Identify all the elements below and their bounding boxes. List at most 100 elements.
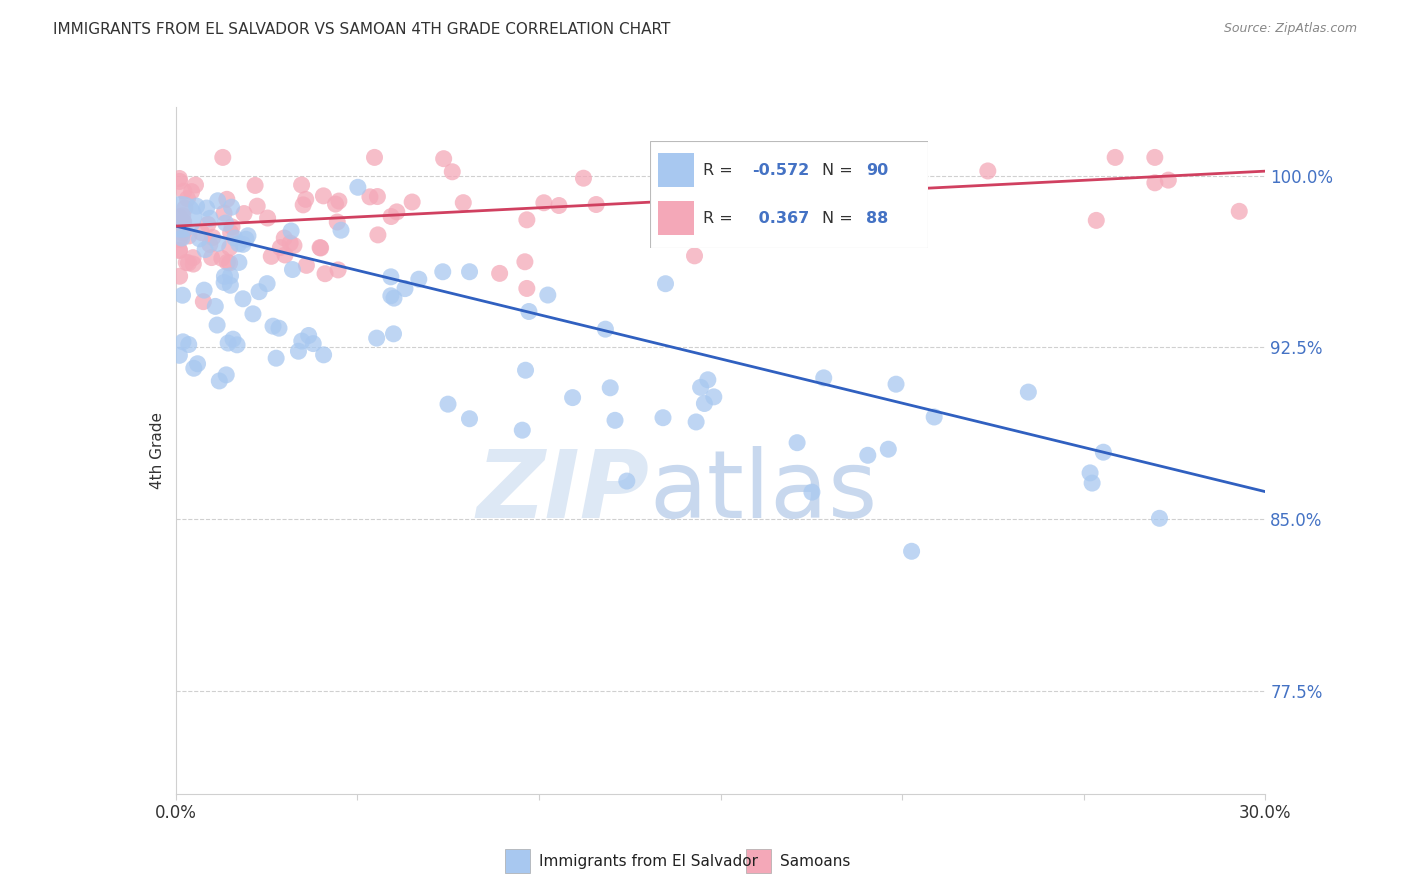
Point <box>232 292 254 306</box>
Point <box>1157 173 1180 187</box>
Point <box>194 243 217 257</box>
Point <box>432 265 454 279</box>
Point <box>169 348 191 362</box>
Point <box>408 272 430 286</box>
Point <box>214 216 236 230</box>
Point <box>232 237 254 252</box>
Point <box>325 197 347 211</box>
Point <box>217 255 239 269</box>
Point <box>295 258 318 272</box>
Point <box>309 241 332 255</box>
Point <box>222 332 245 346</box>
Point <box>169 244 191 258</box>
Point <box>312 189 335 203</box>
Point <box>537 288 560 302</box>
Point <box>269 241 291 255</box>
Point <box>247 285 270 299</box>
Bar <box>658 153 695 187</box>
Text: R =: R = <box>703 211 733 226</box>
Bar <box>505 849 530 873</box>
Point <box>174 201 197 215</box>
Point <box>433 152 456 166</box>
Point <box>207 194 229 208</box>
Point <box>367 227 389 242</box>
Point <box>359 190 381 204</box>
Point <box>224 231 246 245</box>
Text: atlas: atlas <box>650 446 877 538</box>
Point <box>273 231 295 245</box>
Point <box>180 185 202 199</box>
Point <box>453 195 475 210</box>
Point <box>172 334 194 349</box>
Point <box>204 300 226 314</box>
Point <box>394 282 416 296</box>
Text: Immigrants from El Salvador: Immigrants from El Salvador <box>538 854 758 869</box>
Point <box>169 243 191 257</box>
Y-axis label: 4th Grade: 4th Grade <box>150 412 166 489</box>
Point <box>654 277 676 291</box>
Point <box>382 291 405 305</box>
Point <box>219 278 242 293</box>
Point <box>235 232 257 246</box>
Point <box>796 181 818 195</box>
Point <box>326 215 349 229</box>
Point <box>548 198 571 212</box>
Point <box>172 288 194 302</box>
Point <box>201 230 224 244</box>
Point <box>380 210 402 224</box>
Point <box>170 210 193 224</box>
Point <box>197 218 219 232</box>
Point <box>174 255 197 269</box>
Point <box>218 256 240 270</box>
Point <box>169 232 191 246</box>
Point <box>1078 466 1101 480</box>
Point <box>517 304 540 318</box>
Point <box>877 442 900 457</box>
Point <box>380 289 402 303</box>
Point <box>212 206 235 220</box>
Point <box>347 180 370 194</box>
Point <box>312 348 335 362</box>
Point <box>236 228 259 243</box>
Point <box>366 331 388 345</box>
Point <box>218 241 240 255</box>
Point <box>441 165 464 179</box>
Text: 0.367: 0.367 <box>752 211 808 226</box>
Point <box>278 236 301 251</box>
Point <box>190 226 212 240</box>
Point <box>599 381 621 395</box>
Point <box>173 184 195 198</box>
Point <box>177 256 200 270</box>
Point <box>246 199 269 213</box>
Point <box>193 283 215 297</box>
Point <box>1149 511 1171 525</box>
Point <box>211 252 233 266</box>
Point <box>326 263 349 277</box>
Text: IMMIGRANTS FROM EL SALVADOR VS SAMOAN 4TH GRADE CORRELATION CHART: IMMIGRANTS FROM EL SALVADOR VS SAMOAN 4T… <box>53 22 671 37</box>
Point <box>243 178 266 193</box>
Point <box>603 413 626 427</box>
Point <box>208 374 231 388</box>
Point <box>595 322 617 336</box>
Point <box>264 351 287 366</box>
Point <box>533 195 555 210</box>
Point <box>366 189 388 203</box>
Point <box>217 336 239 351</box>
Point <box>228 236 250 251</box>
Point <box>291 334 314 348</box>
Point <box>513 254 536 268</box>
Point <box>488 266 510 280</box>
Point <box>561 391 583 405</box>
Point <box>262 319 284 334</box>
Text: N =: N = <box>823 162 853 178</box>
Text: Source: ZipAtlas.com: Source: ZipAtlas.com <box>1223 22 1357 36</box>
Point <box>616 474 638 488</box>
Point <box>242 307 264 321</box>
Point <box>193 294 215 309</box>
Point <box>689 380 711 394</box>
Point <box>298 328 321 343</box>
Point <box>211 150 233 164</box>
FancyBboxPatch shape <box>650 141 928 248</box>
Point <box>172 215 194 229</box>
Point <box>458 411 481 425</box>
